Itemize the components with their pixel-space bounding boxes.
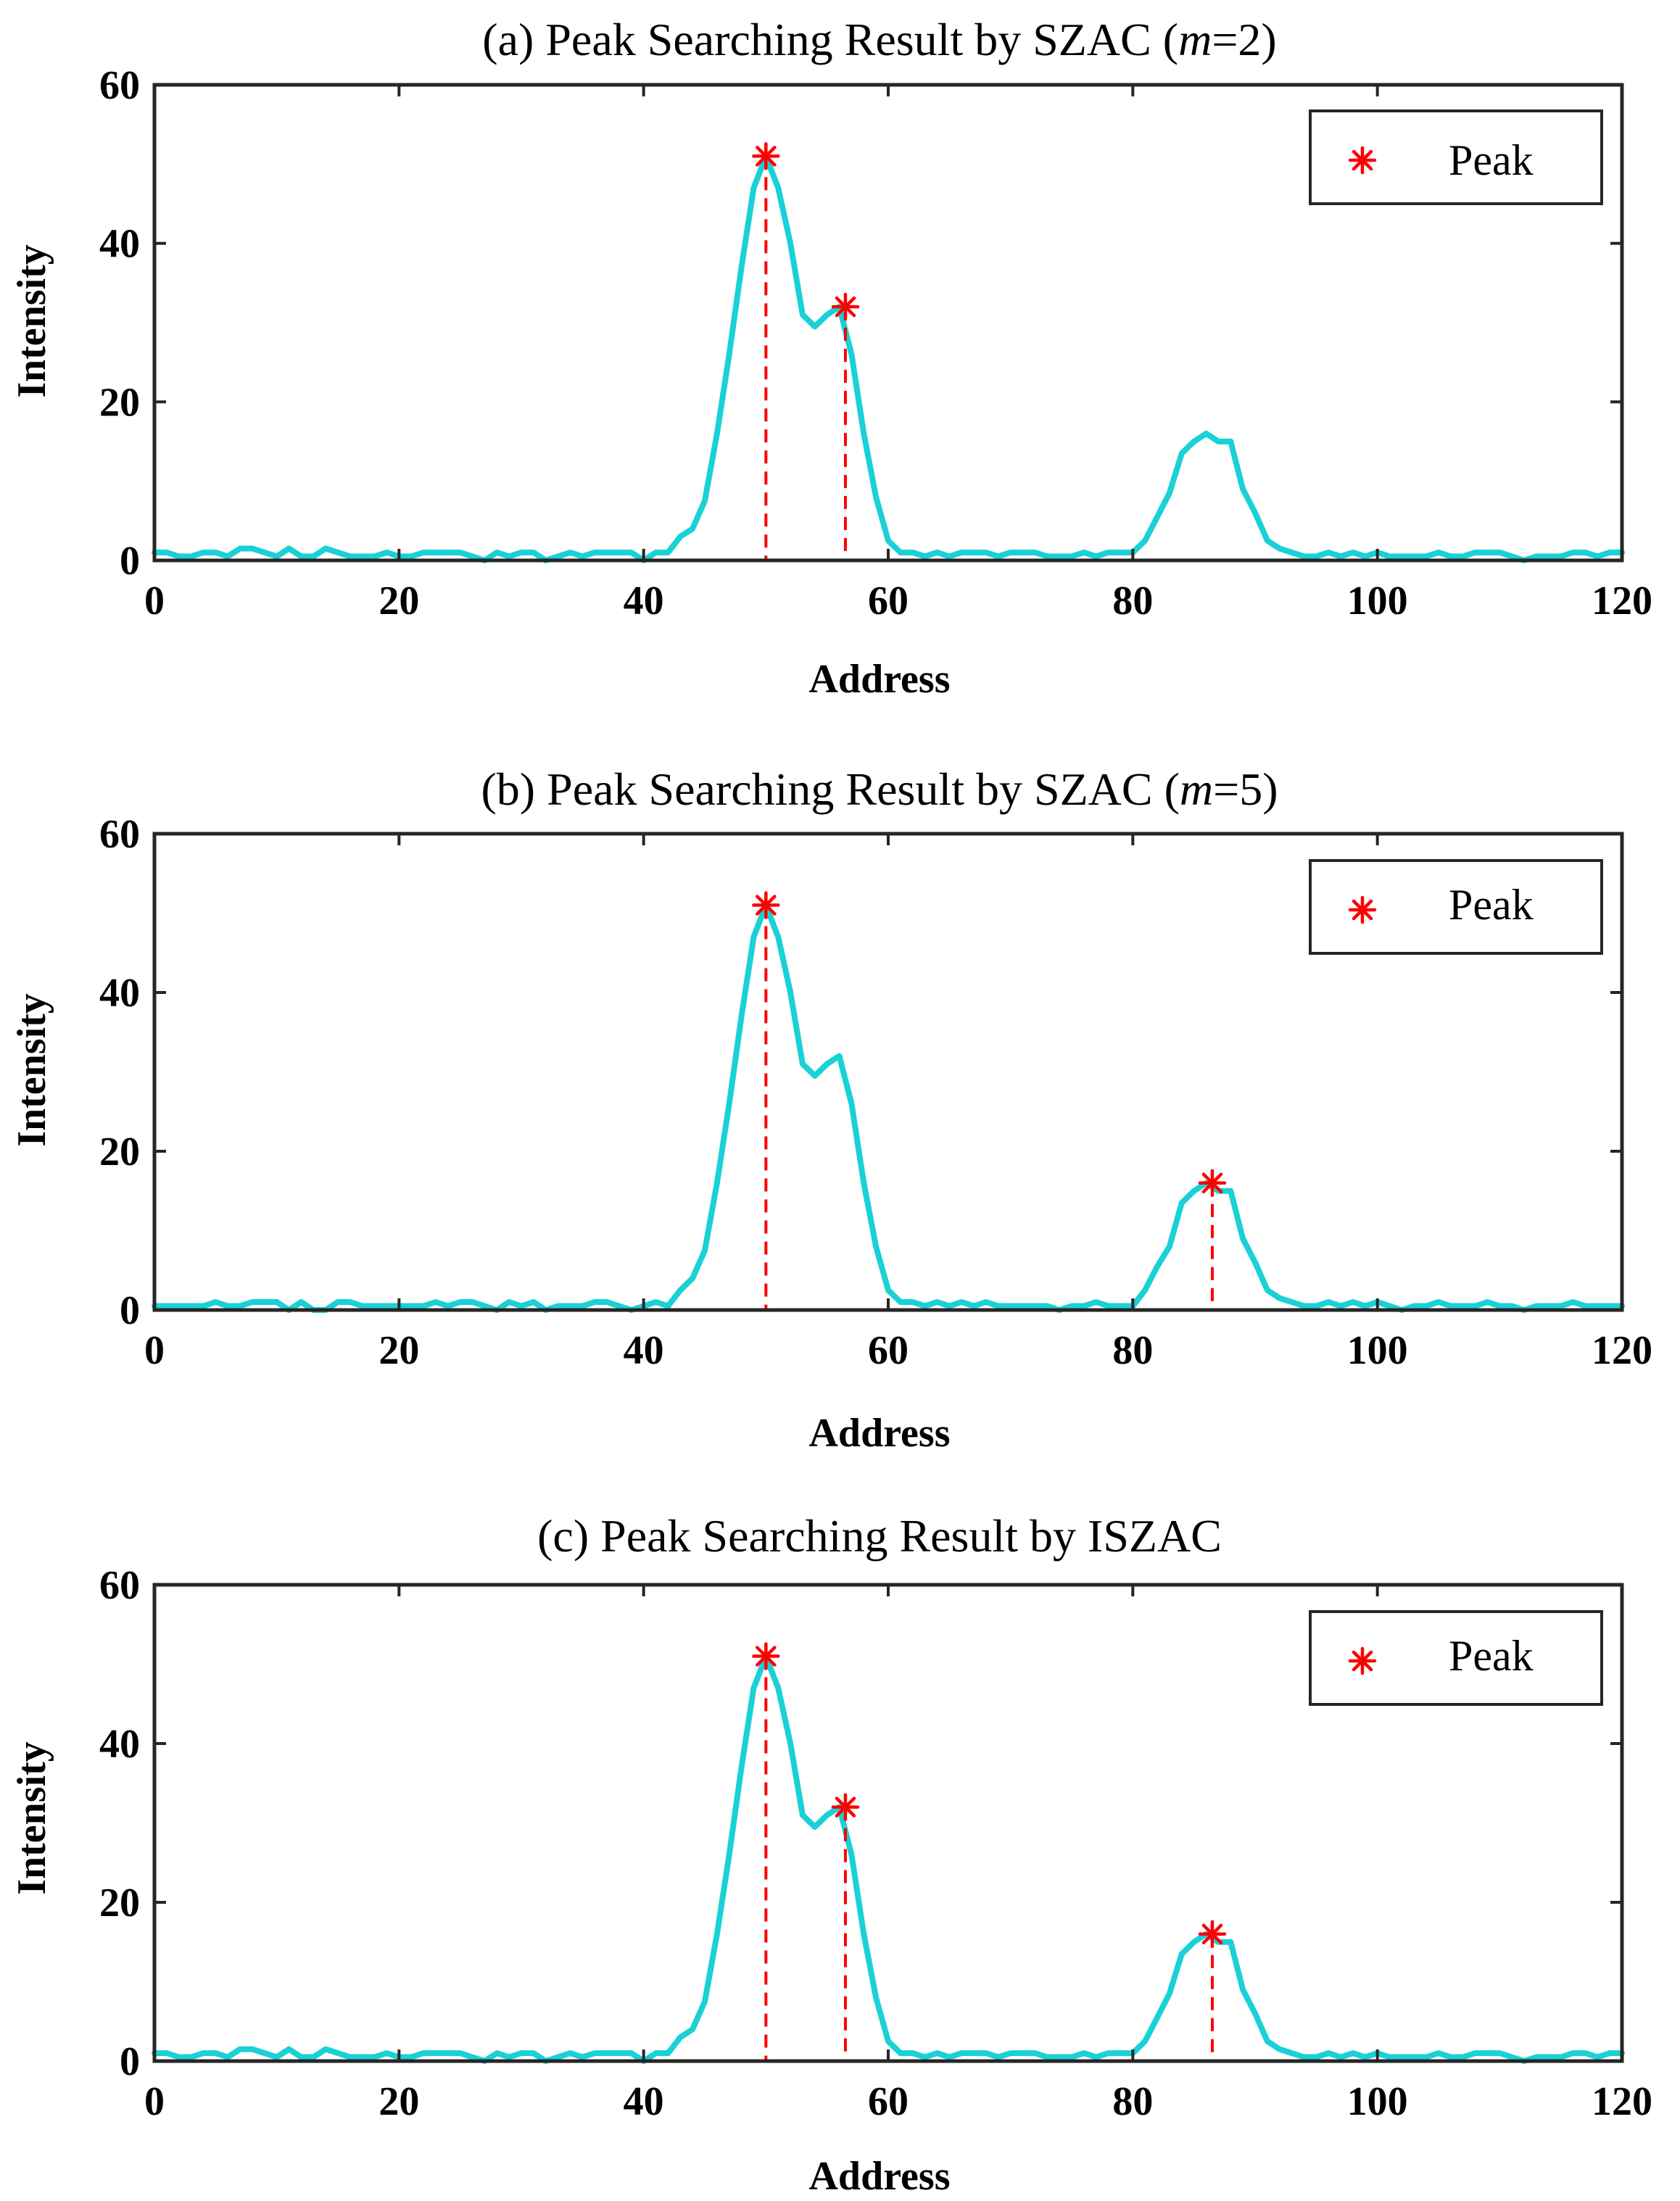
subplot-a-legend-label: Peak [1449, 136, 1534, 184]
subplot-c-legend-marker [1348, 1646, 1377, 1675]
subplot-c-xtick-label: 80 [1112, 2079, 1153, 2124]
subplot-c-ytick-label: 20 [99, 1881, 140, 1926]
subplot-a-xtick-label: 120 [1592, 579, 1652, 623]
subplot-c-peak-marker [752, 1642, 780, 1670]
subplot-a-legend-marker [1348, 146, 1377, 175]
subplot-b-xtick-label: 40 [624, 1328, 664, 1373]
subplot-c-peak-marker [831, 1793, 860, 1821]
subplot-b: (b) Peak Searching Result by SZAC (m=5) … [9, 763, 1652, 1456]
subplot-c-ytick-label: 40 [99, 1722, 140, 1767]
subplot-a-xtick-label: 0 [144, 579, 165, 623]
subplot-b-ytick-label: 40 [99, 971, 140, 1016]
subplot-c-peak-marker [1198, 1920, 1227, 1949]
subplot-a: (a) Peak Searching Result by SZAC (m=2) … [9, 14, 1652, 702]
subplot-b-plot-area: 0 20 40 60 80 100 120 0 20 40 60 [99, 812, 1652, 1373]
subplot-a-peak-marker [831, 292, 860, 321]
subplot-c-ylabel: Intensity [9, 1741, 54, 1895]
subplot-b-xtick-label: 20 [378, 1328, 419, 1373]
subplot-a-ylabel: Intensity [9, 244, 54, 398]
subplot-b-xtick-label: 60 [868, 1328, 909, 1373]
subplot-a-xtick-label: 60 [868, 579, 909, 623]
subplot-b-xtick-label: 0 [144, 1328, 165, 1373]
subplot-c-plot-area: 0 20 40 60 80 100 120 0 20 40 60 [99, 1563, 1652, 2124]
subplot-c-xtick-label: 120 [1592, 2079, 1652, 2124]
subplot-a-ytick-label: 40 [99, 222, 140, 267]
subplot-b-xtick-label: 80 [1112, 1328, 1153, 1373]
subplot-a-title: (a) Peak Searching Result by SZAC (m=2) [482, 14, 1276, 65]
subplot-a-xtick-label: 80 [1112, 579, 1153, 623]
subplot-b-ytick-label: 0 [120, 1288, 140, 1333]
subplot-c-xtick-label: 40 [624, 2079, 664, 2124]
subplot-c: (c) Peak Searching Result by ISZAC 0 20 40… [9, 1510, 1652, 2199]
subplot-c-xtick-label: 100 [1347, 2079, 1408, 2124]
subplot-b-legend-marker [1348, 895, 1377, 924]
subplot-c-legend-label: Peak [1449, 1632, 1534, 1680]
subplot-a-ytick-label: 20 [99, 380, 140, 425]
subplot-b-xtick-label: 120 [1592, 1328, 1652, 1373]
subplot-b-peak-marker [752, 891, 780, 919]
subplot-a-xtick-label: 40 [624, 579, 664, 623]
subplot-c-ytick-label: 0 [120, 2039, 140, 2084]
subplot-b-legend-label: Peak [1449, 881, 1534, 929]
subplot-c-xlabel: Address [808, 2154, 950, 2199]
subplot-c-ytick-label: 60 [99, 1563, 140, 1608]
subplot-b-xtick-label: 100 [1347, 1328, 1408, 1373]
subplot-a-plot-area: 0 20 40 60 80 100 120 0 20 40 60 [99, 63, 1652, 623]
subplot-a-ytick-label: 0 [120, 539, 140, 584]
subplot-b-ylabel: Intensity [9, 993, 54, 1147]
subplot-a-peak-marker [752, 142, 780, 170]
subplot-c-xtick-label: 20 [378, 2079, 419, 2124]
subplot-a-xtick-label: 100 [1347, 579, 1408, 623]
subplot-a-xtick-label: 20 [378, 579, 419, 623]
subplot-c-xtick-label: 60 [868, 2079, 909, 2124]
subplot-b-ytick-label: 20 [99, 1129, 140, 1174]
subplot-c-title: (c) Peak Searching Result by ISZAC [537, 1510, 1222, 1562]
subplot-b-xlabel: Address [808, 1411, 950, 1456]
subplot-b-ytick-label: 60 [99, 812, 140, 857]
subplot-a-xlabel: Address [808, 657, 950, 702]
subplot-a-ytick-label: 60 [99, 63, 140, 108]
subplot-b-peak-marker [1198, 1169, 1227, 1198]
subplot-c-xtick-label: 0 [144, 2079, 165, 2124]
subplot-b-title: (b) Peak Searching Result by SZAC (m=5) [481, 763, 1278, 815]
